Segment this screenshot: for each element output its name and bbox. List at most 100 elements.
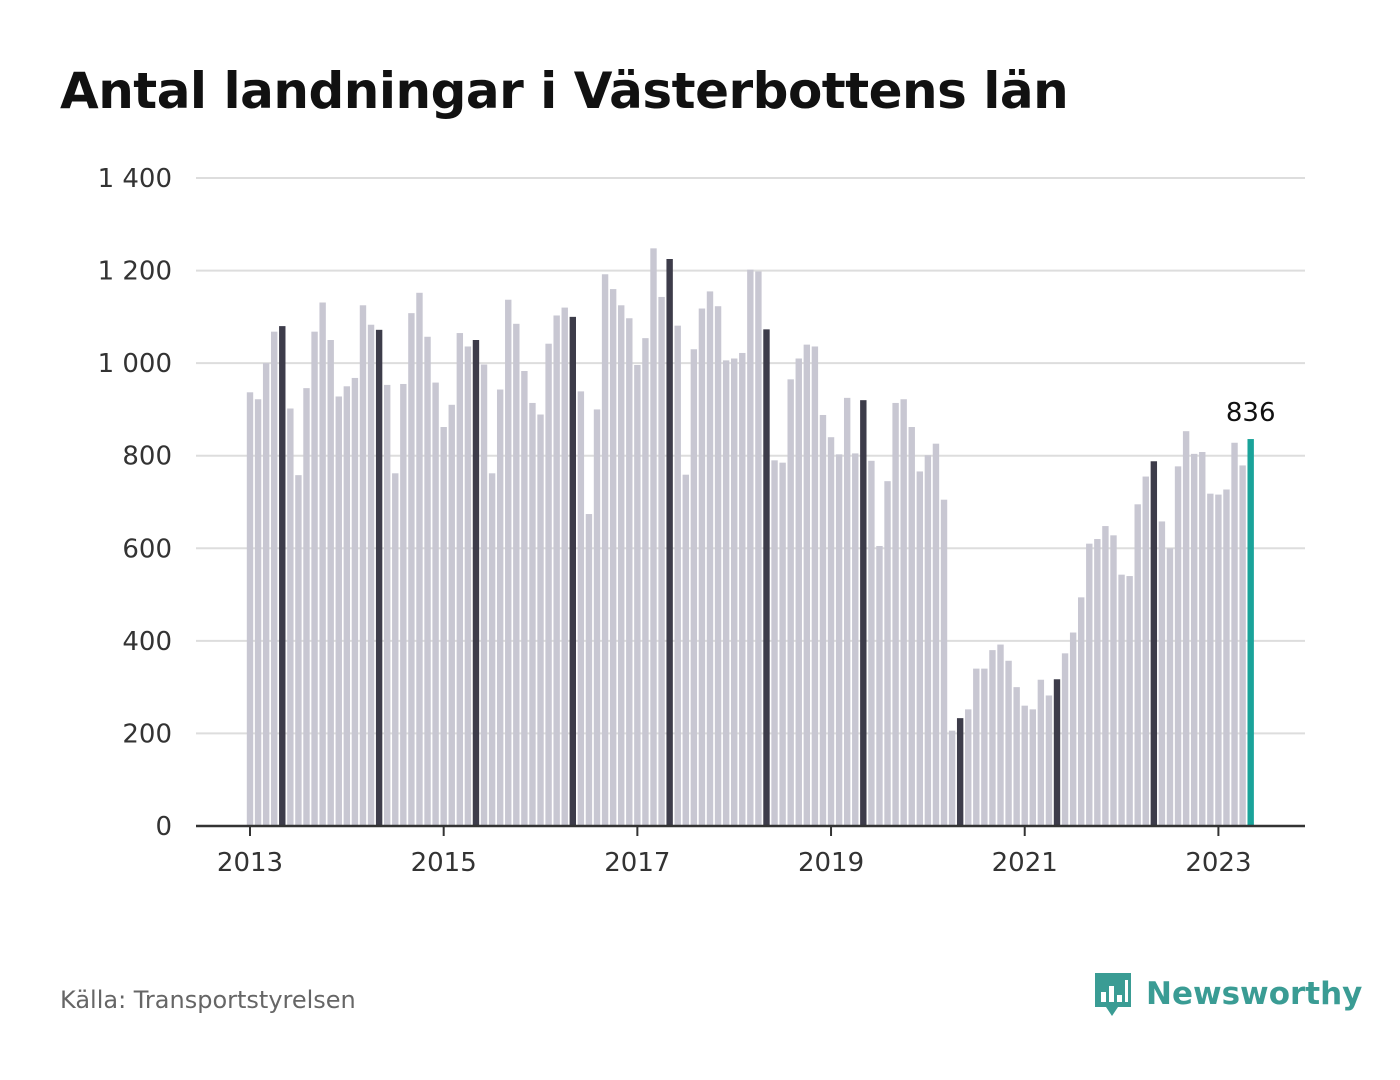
bar (1199, 452, 1206, 826)
bar (456, 333, 464, 826)
bar (1231, 442, 1238, 826)
y-tick-label: 600 (122, 534, 172, 564)
bar (1053, 679, 1061, 826)
bar (593, 409, 601, 826)
bar (835, 454, 843, 826)
bar (1182, 431, 1190, 826)
bar (561, 307, 568, 827)
bar (1061, 653, 1069, 826)
bar (1126, 576, 1133, 826)
x-tick-label: 2019 (798, 848, 864, 878)
bar (400, 383, 407, 826)
x-tick-label: 2021 (992, 848, 1058, 878)
bar (642, 338, 649, 826)
bar (359, 305, 367, 826)
bar (1215, 494, 1222, 826)
bar (1174, 466, 1182, 826)
y-tick-label: 0 (155, 812, 172, 842)
bar (932, 443, 940, 826)
brand-name: Newsworthy (1146, 976, 1363, 1012)
bar (609, 289, 617, 827)
bar (698, 308, 706, 826)
bar (618, 305, 625, 826)
bar (488, 473, 496, 826)
bar (973, 668, 980, 826)
bar (448, 404, 455, 826)
y-tick-label: 800 (122, 442, 172, 472)
bar (1142, 476, 1149, 826)
bar (408, 313, 415, 826)
bar (997, 644, 1004, 826)
bar (634, 364, 641, 826)
bar (335, 396, 342, 826)
bar (714, 306, 722, 827)
bars (246, 248, 1254, 827)
bar (432, 382, 439, 826)
bar (892, 402, 899, 826)
bar (731, 358, 738, 826)
y-tick-label: 1 200 (98, 257, 172, 287)
bar (601, 274, 609, 826)
bar (343, 386, 351, 826)
bar (981, 668, 988, 826)
bar (246, 392, 254, 826)
bar (884, 481, 891, 826)
x-tick-label: 2013 (217, 848, 283, 878)
bar (852, 453, 859, 826)
bar (843, 397, 851, 826)
bar (464, 346, 472, 826)
bar (1045, 695, 1053, 826)
bar (674, 325, 681, 826)
brand-logo: Newsworthy (1092, 970, 1362, 1018)
bar (989, 650, 996, 826)
bar (287, 408, 294, 826)
y-tick-label: 1 000 (98, 349, 172, 379)
bar (1223, 489, 1230, 826)
bar (351, 377, 359, 826)
bar (900, 399, 907, 826)
bar (254, 399, 262, 826)
bar (1158, 521, 1166, 826)
x-tick-label: 2017 (604, 848, 670, 878)
bar (367, 324, 375, 826)
bar (819, 414, 827, 826)
y-tick-label: 200 (122, 719, 172, 749)
bar (577, 391, 585, 826)
bar (739, 352, 746, 826)
bar (416, 292, 423, 826)
bar (1190, 453, 1198, 826)
bar-chart-speech-bubble-icon (1095, 973, 1131, 1016)
bar (763, 329, 770, 826)
bar (803, 344, 811, 826)
bar (706, 291, 714, 826)
bar (658, 296, 665, 826)
bar (496, 389, 504, 826)
bar (722, 360, 730, 826)
x-tick-label: 2023 (1185, 848, 1251, 878)
bar (319, 302, 326, 826)
bar (327, 340, 334, 826)
bar (787, 379, 794, 826)
bar (279, 326, 286, 826)
bar (940, 499, 948, 826)
bar (1110, 535, 1117, 826)
bar (545, 343, 552, 826)
bar (1037, 679, 1045, 826)
bar (948, 730, 956, 826)
bar (440, 427, 447, 826)
bar (626, 318, 633, 826)
bar (383, 384, 391, 826)
bar (529, 402, 536, 826)
bar (779, 462, 786, 826)
bar (876, 545, 883, 826)
bar (537, 414, 544, 826)
bar (1239, 465, 1246, 826)
bar (1078, 597, 1085, 826)
bar (424, 336, 431, 826)
bar (513, 323, 520, 826)
bar (1029, 709, 1036, 826)
bar (392, 473, 399, 826)
bar (666, 259, 673, 826)
bar (650, 248, 657, 827)
